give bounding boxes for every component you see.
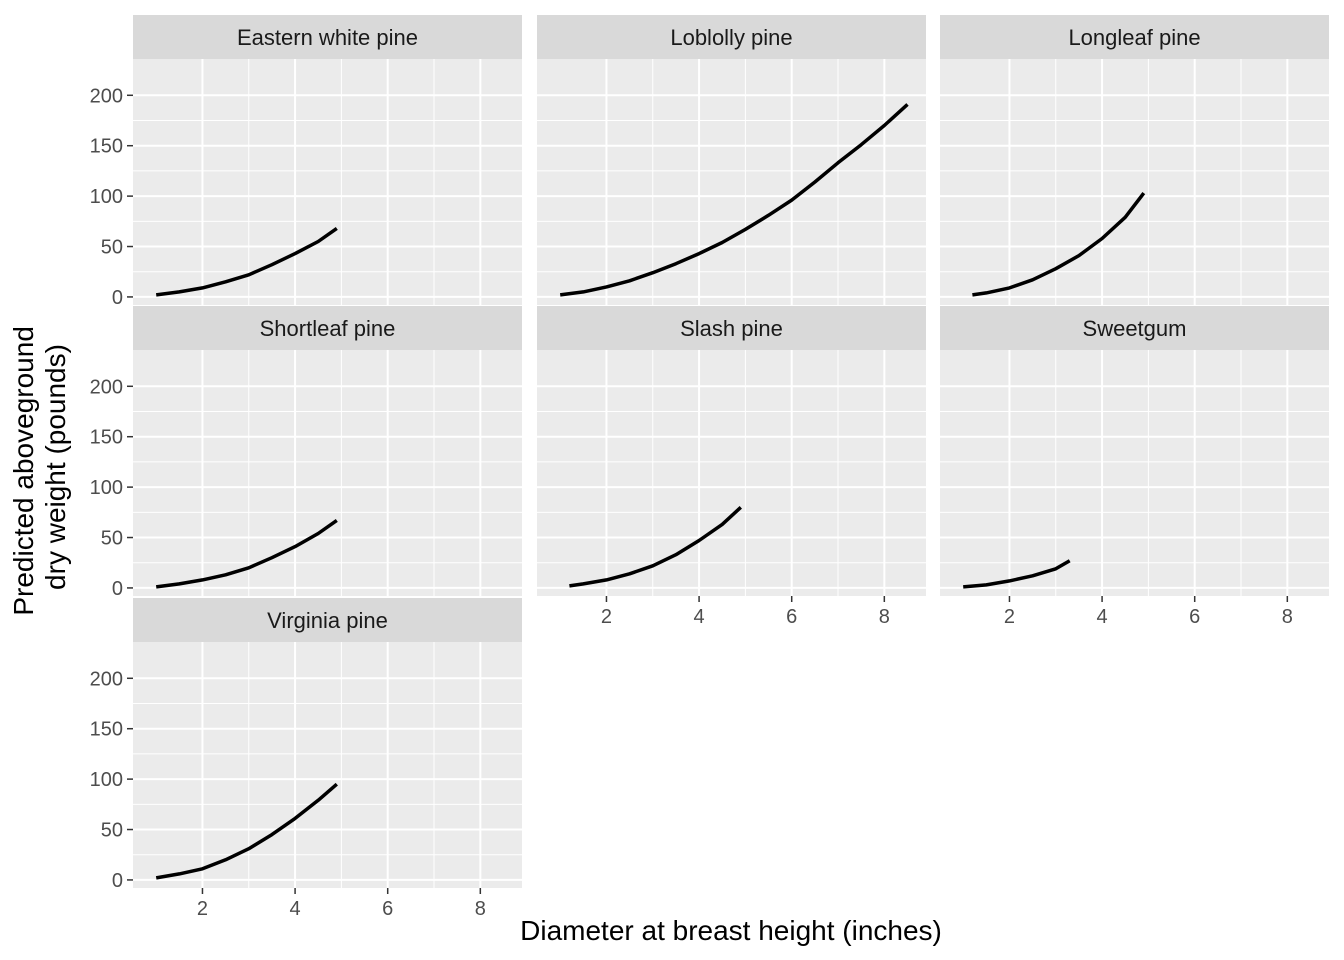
facet-strip (133, 15, 522, 59)
panel-background (940, 59, 1329, 305)
series-line-sweetgum (963, 559, 1071, 589)
panel-background (133, 59, 522, 305)
x-tick-label: 8 (475, 898, 486, 920)
x-tick-label: 4 (290, 898, 301, 920)
panel-background (133, 350, 522, 596)
y-tick-label: 50 (101, 820, 123, 842)
series-line-longleaf-pine (972, 192, 1146, 297)
x-tick-label: 6 (786, 606, 797, 628)
series-line-shortleaf-pine (155, 518, 338, 589)
facet-strip (940, 15, 1329, 59)
facet-panel-loblolly-pine: Loblolly pine (537, 15, 926, 305)
y-tick-label: 0 (112, 287, 123, 309)
x-tick-label: 8 (879, 606, 890, 628)
x-tick-label: 6 (382, 898, 393, 920)
facet-strip-label: Virginia pine (267, 608, 388, 633)
axes: 0 50 100 150 200 0 50 100 150 200 2 4 6 8 2 4 6 8 0 50 100 15… (90, 85, 1293, 920)
panel-background (537, 59, 926, 305)
y-tick-label: 50 (101, 528, 123, 550)
facet-strip-label: Longleaf pine (1068, 25, 1200, 50)
y-tick-label: 200 (90, 85, 123, 107)
facet-strip-label: Sweetgum (1083, 316, 1187, 341)
x-tick-label: 2 (601, 606, 612, 628)
panel-background (940, 350, 1329, 596)
facet-panels: Eastern white pine Loblolly pine Longleaf … (133, 15, 1329, 888)
facet-strip (133, 598, 522, 642)
y-tick-label: 200 (90, 376, 123, 398)
x-tick-label: 4 (694, 606, 705, 628)
facet-strip-label: Shortleaf pine (260, 316, 396, 341)
series-line-slash-pine (569, 506, 742, 588)
facet-panel-virginia-pine: Virginia pine (133, 598, 522, 888)
facet-panel-slash-pine: Slash pine (537, 306, 926, 596)
facet-strip-label: Slash pine (680, 316, 783, 341)
y-axis-title-line-1: Predicted aboveground (8, 326, 39, 616)
facet-panel-sweetgum: Sweetgum (940, 306, 1329, 596)
x-tick-label: 4 (1097, 606, 1108, 628)
y-tick-label: 150 (90, 136, 123, 158)
x-tick-label: 2 (1004, 606, 1015, 628)
y-tick-label: 100 (90, 769, 123, 791)
y-tick-label: 100 (90, 477, 123, 499)
y-tick-label: 50 (101, 237, 123, 259)
series-line-eastern-white-pine (155, 226, 338, 297)
x-axis-title: Diameter at breast height (inches) (520, 915, 942, 946)
y-tick-label: 200 (90, 668, 123, 690)
facet-panel-longleaf-pine: Longleaf pine (940, 15, 1329, 305)
facet-panel-eastern-white-pine: Eastern white pine (133, 15, 522, 305)
y-axis-title: Predicted aboveground dry weight (pounds… (8, 318, 71, 615)
facet-strip-label: Loblolly pine (670, 25, 792, 50)
x-tick-label: 2 (197, 898, 208, 920)
x-tick-label: 8 (1282, 606, 1293, 628)
y-axis-title-line-2: dry weight (pounds) (40, 344, 71, 590)
facet-panel-shortleaf-pine: Shortleaf pine (133, 306, 522, 596)
y-tick-label: 150 (90, 719, 123, 741)
facet-strip (537, 306, 926, 350)
y-tick-label: 0 (112, 578, 123, 600)
series-line-virginia-pine (155, 782, 338, 880)
series-line-loblolly-pine (559, 103, 909, 297)
facet-strip (537, 15, 926, 59)
y-tick-label: 150 (90, 427, 123, 449)
x-tick-label: 6 (1189, 606, 1200, 628)
facet-strip (133, 306, 522, 350)
facet-strip (940, 306, 1329, 350)
y-tick-label: 0 (112, 870, 123, 892)
facet-strip-label: Eastern white pine (237, 25, 418, 50)
panel-background (133, 642, 522, 888)
y-tick-label: 100 (90, 186, 123, 208)
panel-background (537, 350, 926, 596)
